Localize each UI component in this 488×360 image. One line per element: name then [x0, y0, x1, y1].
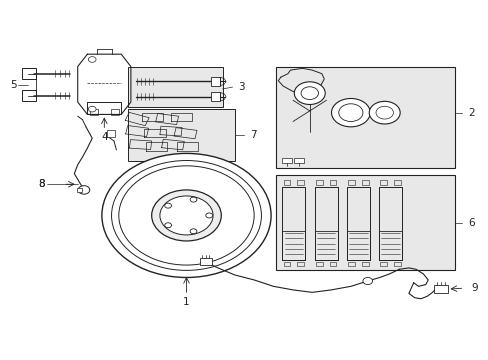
Bar — [90, 109, 97, 115]
Bar — [128, 67, 223, 107]
Circle shape — [102, 153, 270, 278]
Bar — [380, 180, 386, 185]
Text: 7: 7 — [250, 130, 256, 140]
Circle shape — [160, 196, 213, 235]
Circle shape — [88, 57, 96, 62]
Circle shape — [338, 104, 362, 122]
Bar — [210, 93, 220, 101]
Text: 4: 4 — [101, 132, 107, 143]
Bar — [77, 188, 81, 192]
Circle shape — [190, 229, 197, 234]
Bar — [380, 261, 386, 266]
Text: 8: 8 — [39, 179, 45, 189]
Bar — [177, 210, 196, 221]
Circle shape — [294, 82, 325, 104]
Circle shape — [151, 190, 221, 241]
Bar — [297, 261, 304, 266]
Circle shape — [205, 213, 212, 218]
Bar — [111, 109, 119, 115]
Text: 9: 9 — [471, 283, 477, 293]
Bar — [283, 180, 290, 185]
Bar — [106, 130, 115, 138]
Text: 3: 3 — [238, 82, 244, 92]
Bar — [315, 180, 322, 185]
Circle shape — [362, 278, 372, 284]
Bar — [275, 175, 454, 270]
Text: 1: 1 — [183, 297, 189, 307]
Bar — [329, 180, 336, 185]
Bar — [297, 180, 304, 185]
Bar — [22, 90, 36, 101]
Bar — [22, 68, 36, 79]
Circle shape — [331, 99, 369, 127]
Circle shape — [301, 87, 318, 100]
Bar — [433, 285, 447, 293]
Circle shape — [88, 106, 96, 112]
Bar — [329, 261, 336, 266]
Circle shape — [78, 186, 90, 194]
Bar — [348, 261, 354, 266]
Circle shape — [375, 106, 393, 119]
Bar — [210, 77, 220, 86]
Bar — [348, 180, 354, 185]
Circle shape — [111, 161, 261, 270]
Circle shape — [119, 166, 254, 265]
Text: 5: 5 — [10, 80, 17, 90]
Bar — [128, 109, 234, 161]
Bar — [283, 261, 290, 266]
Text: 8: 8 — [39, 179, 45, 189]
Circle shape — [164, 223, 171, 228]
Bar — [393, 180, 400, 185]
Circle shape — [190, 197, 197, 202]
Bar — [393, 261, 400, 266]
Circle shape — [368, 101, 399, 124]
Bar — [282, 158, 291, 163]
Bar — [315, 261, 322, 266]
Bar — [294, 158, 304, 163]
Circle shape — [164, 203, 171, 208]
Text: 2: 2 — [467, 108, 473, 118]
Bar — [361, 180, 368, 185]
Bar — [361, 261, 368, 266]
Text: 6: 6 — [467, 217, 473, 228]
Bar — [275, 67, 454, 168]
Bar — [200, 258, 212, 265]
